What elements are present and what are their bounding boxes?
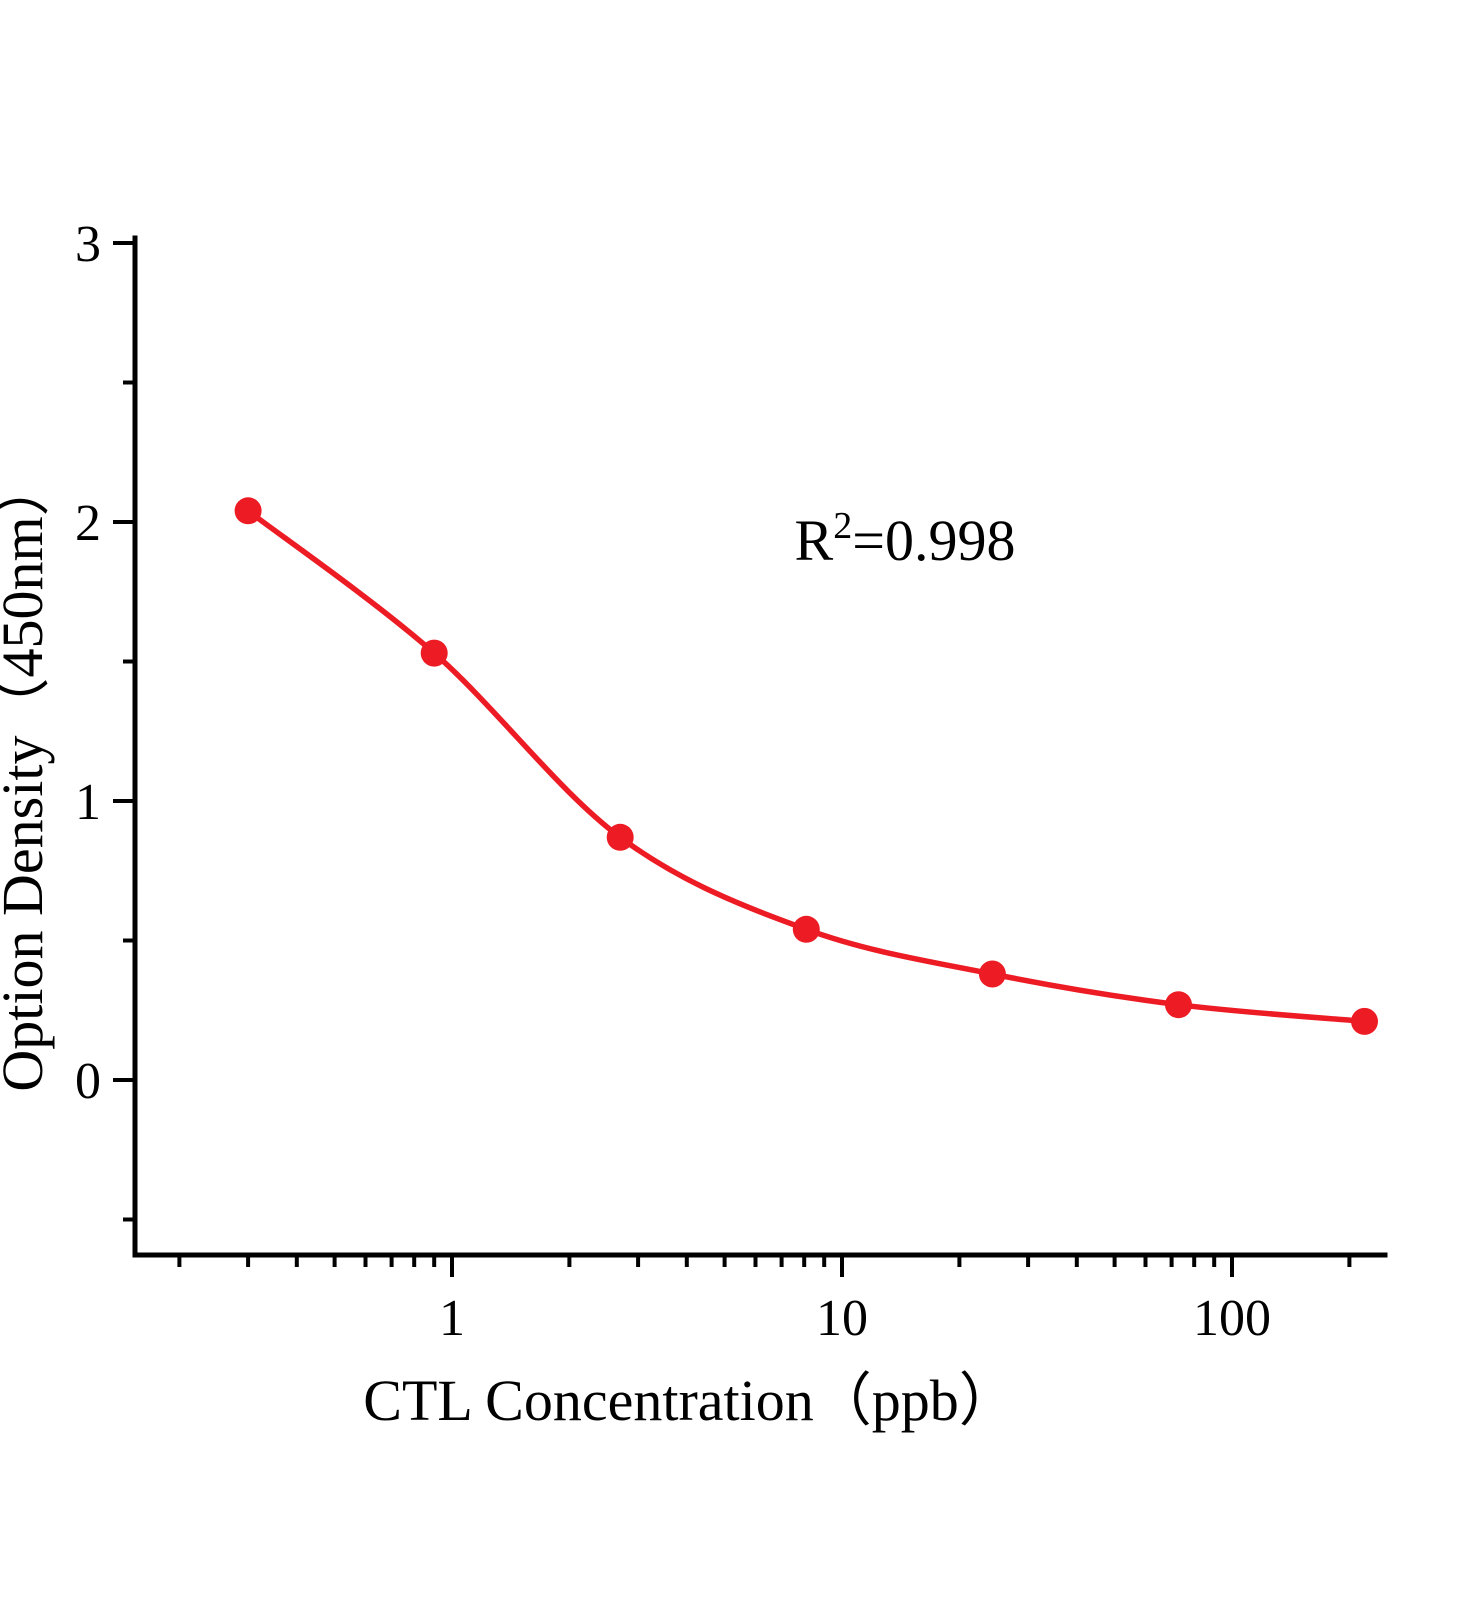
- r-squared-base: R: [795, 508, 834, 573]
- y-tick-label: 2: [75, 495, 101, 552]
- data-point-4: [978, 960, 1006, 988]
- y-tick-label: 1: [75, 774, 101, 831]
- x-tick-label: 100: [1193, 1290, 1271, 1347]
- y-axis-label: Option Density（450nm）: [0, 458, 55, 1091]
- data-point-0: [234, 497, 262, 525]
- x-tick-label: 10: [816, 1290, 868, 1347]
- x-tick-label: 1: [439, 1290, 465, 1347]
- fit-curve: [245, 508, 1368, 1025]
- r-squared-value: =0.998: [852, 508, 1015, 573]
- x-axis-label: CTL Concentration（ppb）: [363, 1368, 1016, 1433]
- y-tick-label: 0: [75, 1053, 101, 1110]
- r-squared-superscript: 2: [833, 505, 852, 547]
- data-point-6: [1351, 1007, 1378, 1035]
- data-point-1: [420, 639, 448, 667]
- tick-labels: 0 1 2 3 1 10 100: [75, 216, 1271, 1347]
- y-tick-label: 3: [75, 216, 101, 273]
- r-squared-annotation: R2=0.998: [795, 505, 1016, 573]
- data-points-layer: [234, 497, 1378, 1035]
- fit-curve-layer: [245, 508, 1368, 1025]
- data-point-3: [792, 915, 820, 943]
- data-point-5: [1165, 991, 1192, 1019]
- axis-spines: [132, 235, 1388, 1258]
- axes: [132, 235, 1388, 1258]
- axis-ticks: [113, 241, 1352, 1277]
- data-point-2: [606, 823, 634, 851]
